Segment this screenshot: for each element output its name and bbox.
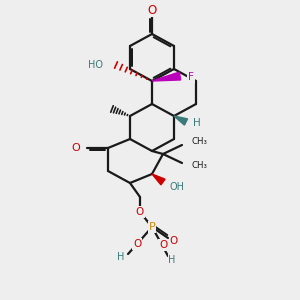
Text: O: O xyxy=(159,240,167,250)
Text: CH₃: CH₃ xyxy=(191,137,207,146)
Text: H: H xyxy=(117,252,125,262)
Text: O: O xyxy=(170,236,178,246)
Polygon shape xyxy=(174,116,188,125)
Text: H: H xyxy=(193,118,201,128)
Text: H: H xyxy=(168,255,176,265)
Text: O: O xyxy=(147,4,157,16)
Text: O: O xyxy=(136,207,144,217)
Text: OH: OH xyxy=(170,182,185,192)
Polygon shape xyxy=(152,72,181,81)
Text: P: P xyxy=(148,222,155,232)
Text: O: O xyxy=(133,239,141,249)
Polygon shape xyxy=(152,174,165,185)
Text: O: O xyxy=(71,143,80,153)
Text: F: F xyxy=(188,72,194,82)
Text: HO: HO xyxy=(88,60,103,70)
Text: CH₃: CH₃ xyxy=(191,161,207,170)
